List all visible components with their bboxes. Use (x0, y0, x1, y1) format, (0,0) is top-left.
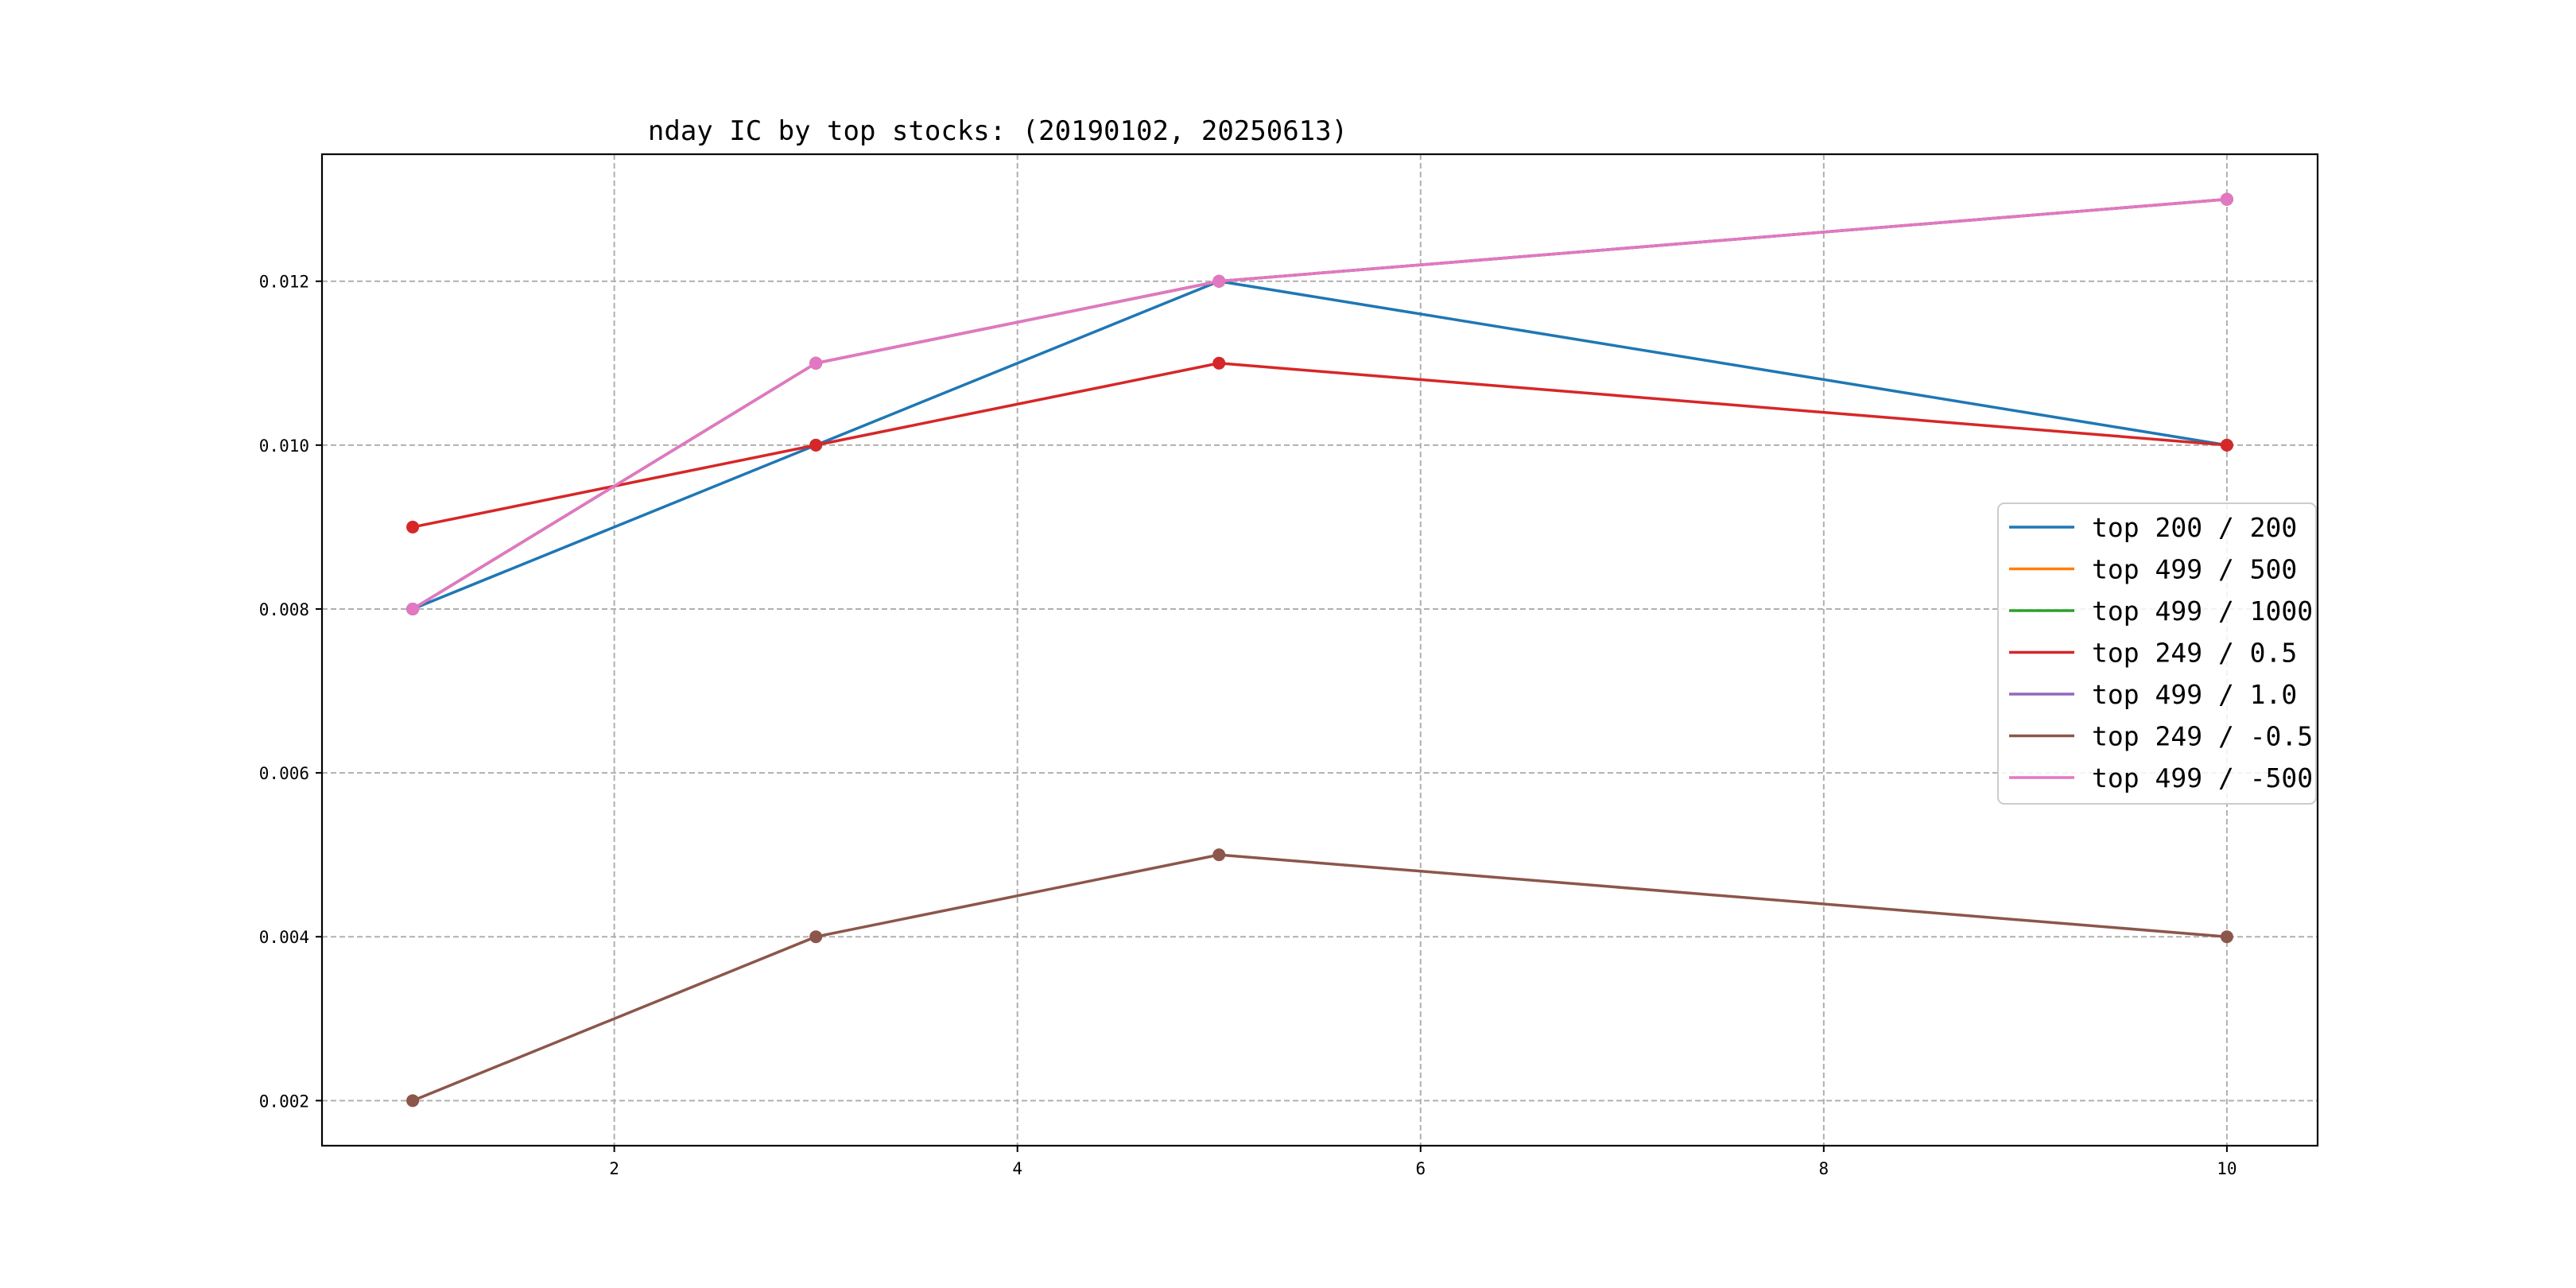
legend-item: top 499 / 1.0 (2009, 679, 2297, 710)
y-tick-label: 0.008 (259, 600, 309, 619)
data-point (2220, 930, 2233, 944)
series-group (406, 192, 2233, 1108)
legend-label: top 200 / 200 (2092, 512, 2297, 543)
y-tick-label: 0.002 (259, 1092, 309, 1111)
series-line (412, 197, 2228, 611)
legend-item: top 200 / 200 (2009, 512, 2297, 543)
series-5 (406, 848, 2233, 1108)
legend-box (1997, 502, 2317, 805)
legend: top 200 / 200 top 499 / 500 top 499 / 1000… (1997, 502, 2317, 805)
x-tick-label: 8 (1819, 1159, 1829, 1178)
legend-label: top 499 / 1000 (2092, 596, 2313, 627)
data-point (809, 356, 823, 370)
chart-title: nday IC by top stocks: (20190102, 202506… (648, 115, 1348, 147)
y-tick-label: 0.004 (259, 928, 309, 947)
legend-label: top 249 / -0.5 (2092, 721, 2313, 752)
x-tick-label: 4 (1012, 1159, 1022, 1178)
legend-label: top 499 / 500 (2092, 554, 2297, 585)
legend-label: top 249 / 0.5 (2092, 638, 2297, 669)
legend-item: top 499 / 1000 (2009, 596, 2313, 627)
data-point (406, 602, 420, 615)
series-line (412, 279, 2228, 611)
data-point (406, 1094, 420, 1108)
legend-item: top 499 / -500 (2009, 762, 2313, 793)
y-tick-label: 0.006 (259, 764, 309, 783)
legend-item: top 499 / 500 (2009, 554, 2297, 585)
data-point (1212, 274, 1226, 288)
x-tick-label: 6 (1415, 1159, 1426, 1178)
data-point (809, 438, 823, 452)
x-tick-label: 2 (609, 1159, 619, 1178)
y-tick-label: 0.010 (259, 436, 309, 456)
x-tick-label: 10 (2217, 1159, 2237, 1178)
data-point (1212, 848, 1226, 862)
grid-lines (322, 154, 2318, 1146)
legend-item: top 249 / -0.5 (2009, 721, 2313, 752)
legend-label: top 499 / -500 (2092, 762, 2313, 793)
legend-item: top 249 / 0.5 (2009, 638, 2297, 669)
axis-ticks: 2 4 6 8 10 0.002 0.004 0.006 0.008 0.010 0.012 (259, 273, 2237, 1178)
data-point (2220, 192, 2233, 206)
data-point (809, 930, 823, 944)
data-point (2220, 438, 2233, 452)
series-line (412, 853, 2228, 1102)
plot-frame (320, 153, 2319, 1147)
data-point (1212, 356, 1226, 370)
y-tick-label: 0.012 (259, 273, 309, 292)
legend-label: top 499 / 1.0 (2092, 679, 2297, 710)
series-6 (406, 192, 2233, 615)
data-point (406, 520, 420, 533)
